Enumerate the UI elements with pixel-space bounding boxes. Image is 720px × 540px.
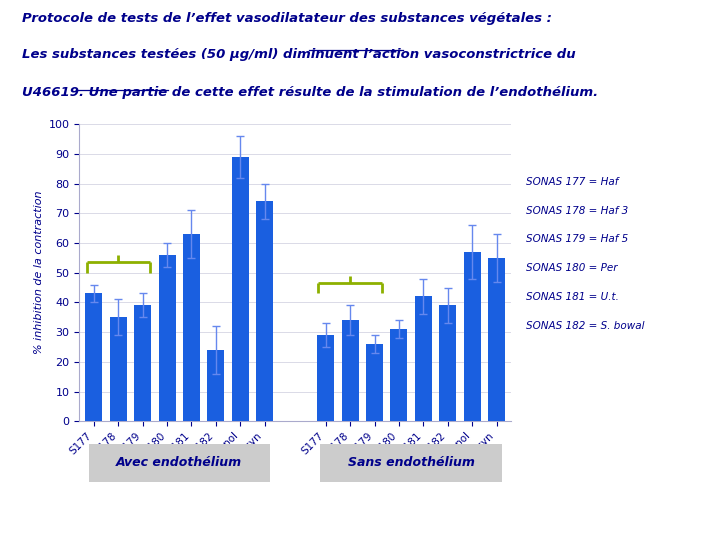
Text: Avec endothélium: Avec endothélium [116,456,243,469]
Bar [109,317,127,421]
Bar [390,329,408,421]
Bar [134,306,151,421]
FancyBboxPatch shape [320,444,502,482]
Text: Les substances testées (50 μg/ml) diminuent l’action vasoconstrictrice du: Les substances testées (50 μg/ml) diminu… [22,48,575,60]
Y-axis label: % inhibition de la contraction: % inhibition de la contraction [35,191,45,354]
Bar [256,201,273,421]
Text: Sans endothélium: Sans endothélium [348,456,474,469]
Text: SONAS 179 = Haf 5: SONAS 179 = Haf 5 [526,234,628,245]
Bar [318,335,334,421]
FancyBboxPatch shape [89,444,270,482]
Text: SONAS 180 = Per: SONAS 180 = Per [526,263,617,273]
Bar [488,258,505,421]
Bar [183,234,200,421]
Text: SONAS 178 = Haf 3: SONAS 178 = Haf 3 [526,206,628,215]
Text: Protocole de tests de l’effet vasodilatateur des substances végétales :: Protocole de tests de l’effet vasodilata… [22,12,552,25]
Bar [85,294,102,421]
Bar [341,320,359,421]
Bar [158,255,176,421]
Bar [207,350,225,421]
Text: SONAS 182 = S. bowal: SONAS 182 = S. bowal [526,321,644,331]
Bar [366,344,383,421]
Text: SONAS 181 = U.t.: SONAS 181 = U.t. [526,292,618,302]
Bar [232,157,249,421]
Text: U46619. Une partie de cette effet résulte de la stimulation de l’endothélium.: U46619. Une partie de cette effet résult… [22,85,598,98]
Bar [464,252,481,421]
Text: SONAS 177 = Haf: SONAS 177 = Haf [526,177,618,187]
Bar [415,296,432,421]
Bar [439,306,456,421]
